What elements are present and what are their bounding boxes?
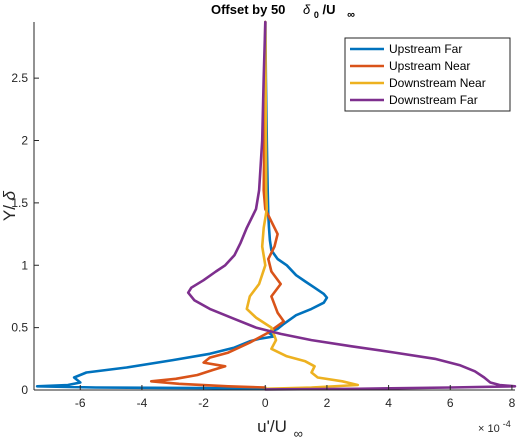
x-axis-label-main: u'/U [257, 417, 287, 436]
legend-label: Upstream Far [389, 42, 462, 56]
ticks-layer: -6 -4 -2 0 2 4 6 8 0 0.5 1 1.5 2 2.5 [11, 71, 515, 410]
x-tick-label: 8 [509, 396, 516, 410]
x-axis-label: u'/U ∞ [257, 417, 303, 441]
y-tick-label: 1 [21, 258, 28, 272]
legend-label: Downstream Far [389, 93, 478, 107]
x-exponent-label: × 10 -4 [478, 419, 511, 435]
chart-title: Offset by 50 δ 0 /U ∞ [211, 2, 355, 21]
series-line-4 [186, 20, 517, 391]
x-exponent-base: × 10 [478, 423, 500, 435]
y-axis-label: Y/ δ [0, 190, 19, 221]
legend-label: Downstream Near [389, 76, 486, 90]
x-tick-label: 0 [262, 396, 269, 410]
y-tick-label: 0 [21, 383, 28, 397]
y-tick-label: 2.5 [11, 71, 28, 85]
legend: Upstream Far Upstream Near Downstream Near… [344, 37, 511, 112]
chart-title-delta: δ [303, 2, 311, 17]
x-tick-label: -6 [75, 396, 86, 410]
x-tick-label: 6 [447, 396, 454, 410]
x-tick-label: 2 [324, 396, 331, 410]
y-tick-label: 2 [21, 134, 28, 148]
chart-title-delta-sub: 0 [314, 10, 319, 20]
y-tick-label: 0.5 [11, 321, 28, 335]
x-tick-label: 4 [385, 396, 392, 410]
y-axis-label-main: Y/ [0, 205, 19, 221]
y-axis-label-delta: δ [0, 190, 19, 200]
chart-title-ratio: /U [323, 2, 336, 17]
y-tick-label: 1.5 [11, 196, 28, 210]
x-tick-label: -4 [137, 396, 148, 410]
series-line-3 [245, 20, 360, 391]
x-tick-label: -2 [198, 396, 209, 410]
legend-label: Upstream Near [389, 59, 470, 73]
chart-title-ratio-sub: ∞ [347, 9, 355, 21]
series-layer [35, 20, 517, 391]
chart-title-prefix: Offset by 50 [211, 2, 285, 17]
x-axis-label-sub: ∞ [294, 426, 303, 441]
x-exponent-power: -4 [503, 419, 511, 429]
axes-layer [33, 22, 515, 391]
series-line-1 [35, 20, 329, 391]
